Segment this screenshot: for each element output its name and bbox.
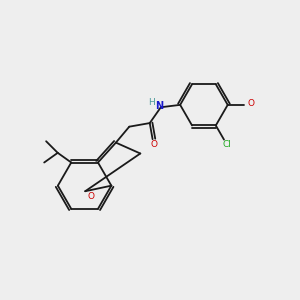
- Text: H: H: [148, 98, 155, 107]
- Text: O: O: [87, 192, 94, 201]
- Text: O: O: [247, 99, 254, 108]
- Text: Cl: Cl: [223, 140, 231, 149]
- Text: N: N: [155, 101, 164, 111]
- Text: O: O: [151, 140, 158, 149]
